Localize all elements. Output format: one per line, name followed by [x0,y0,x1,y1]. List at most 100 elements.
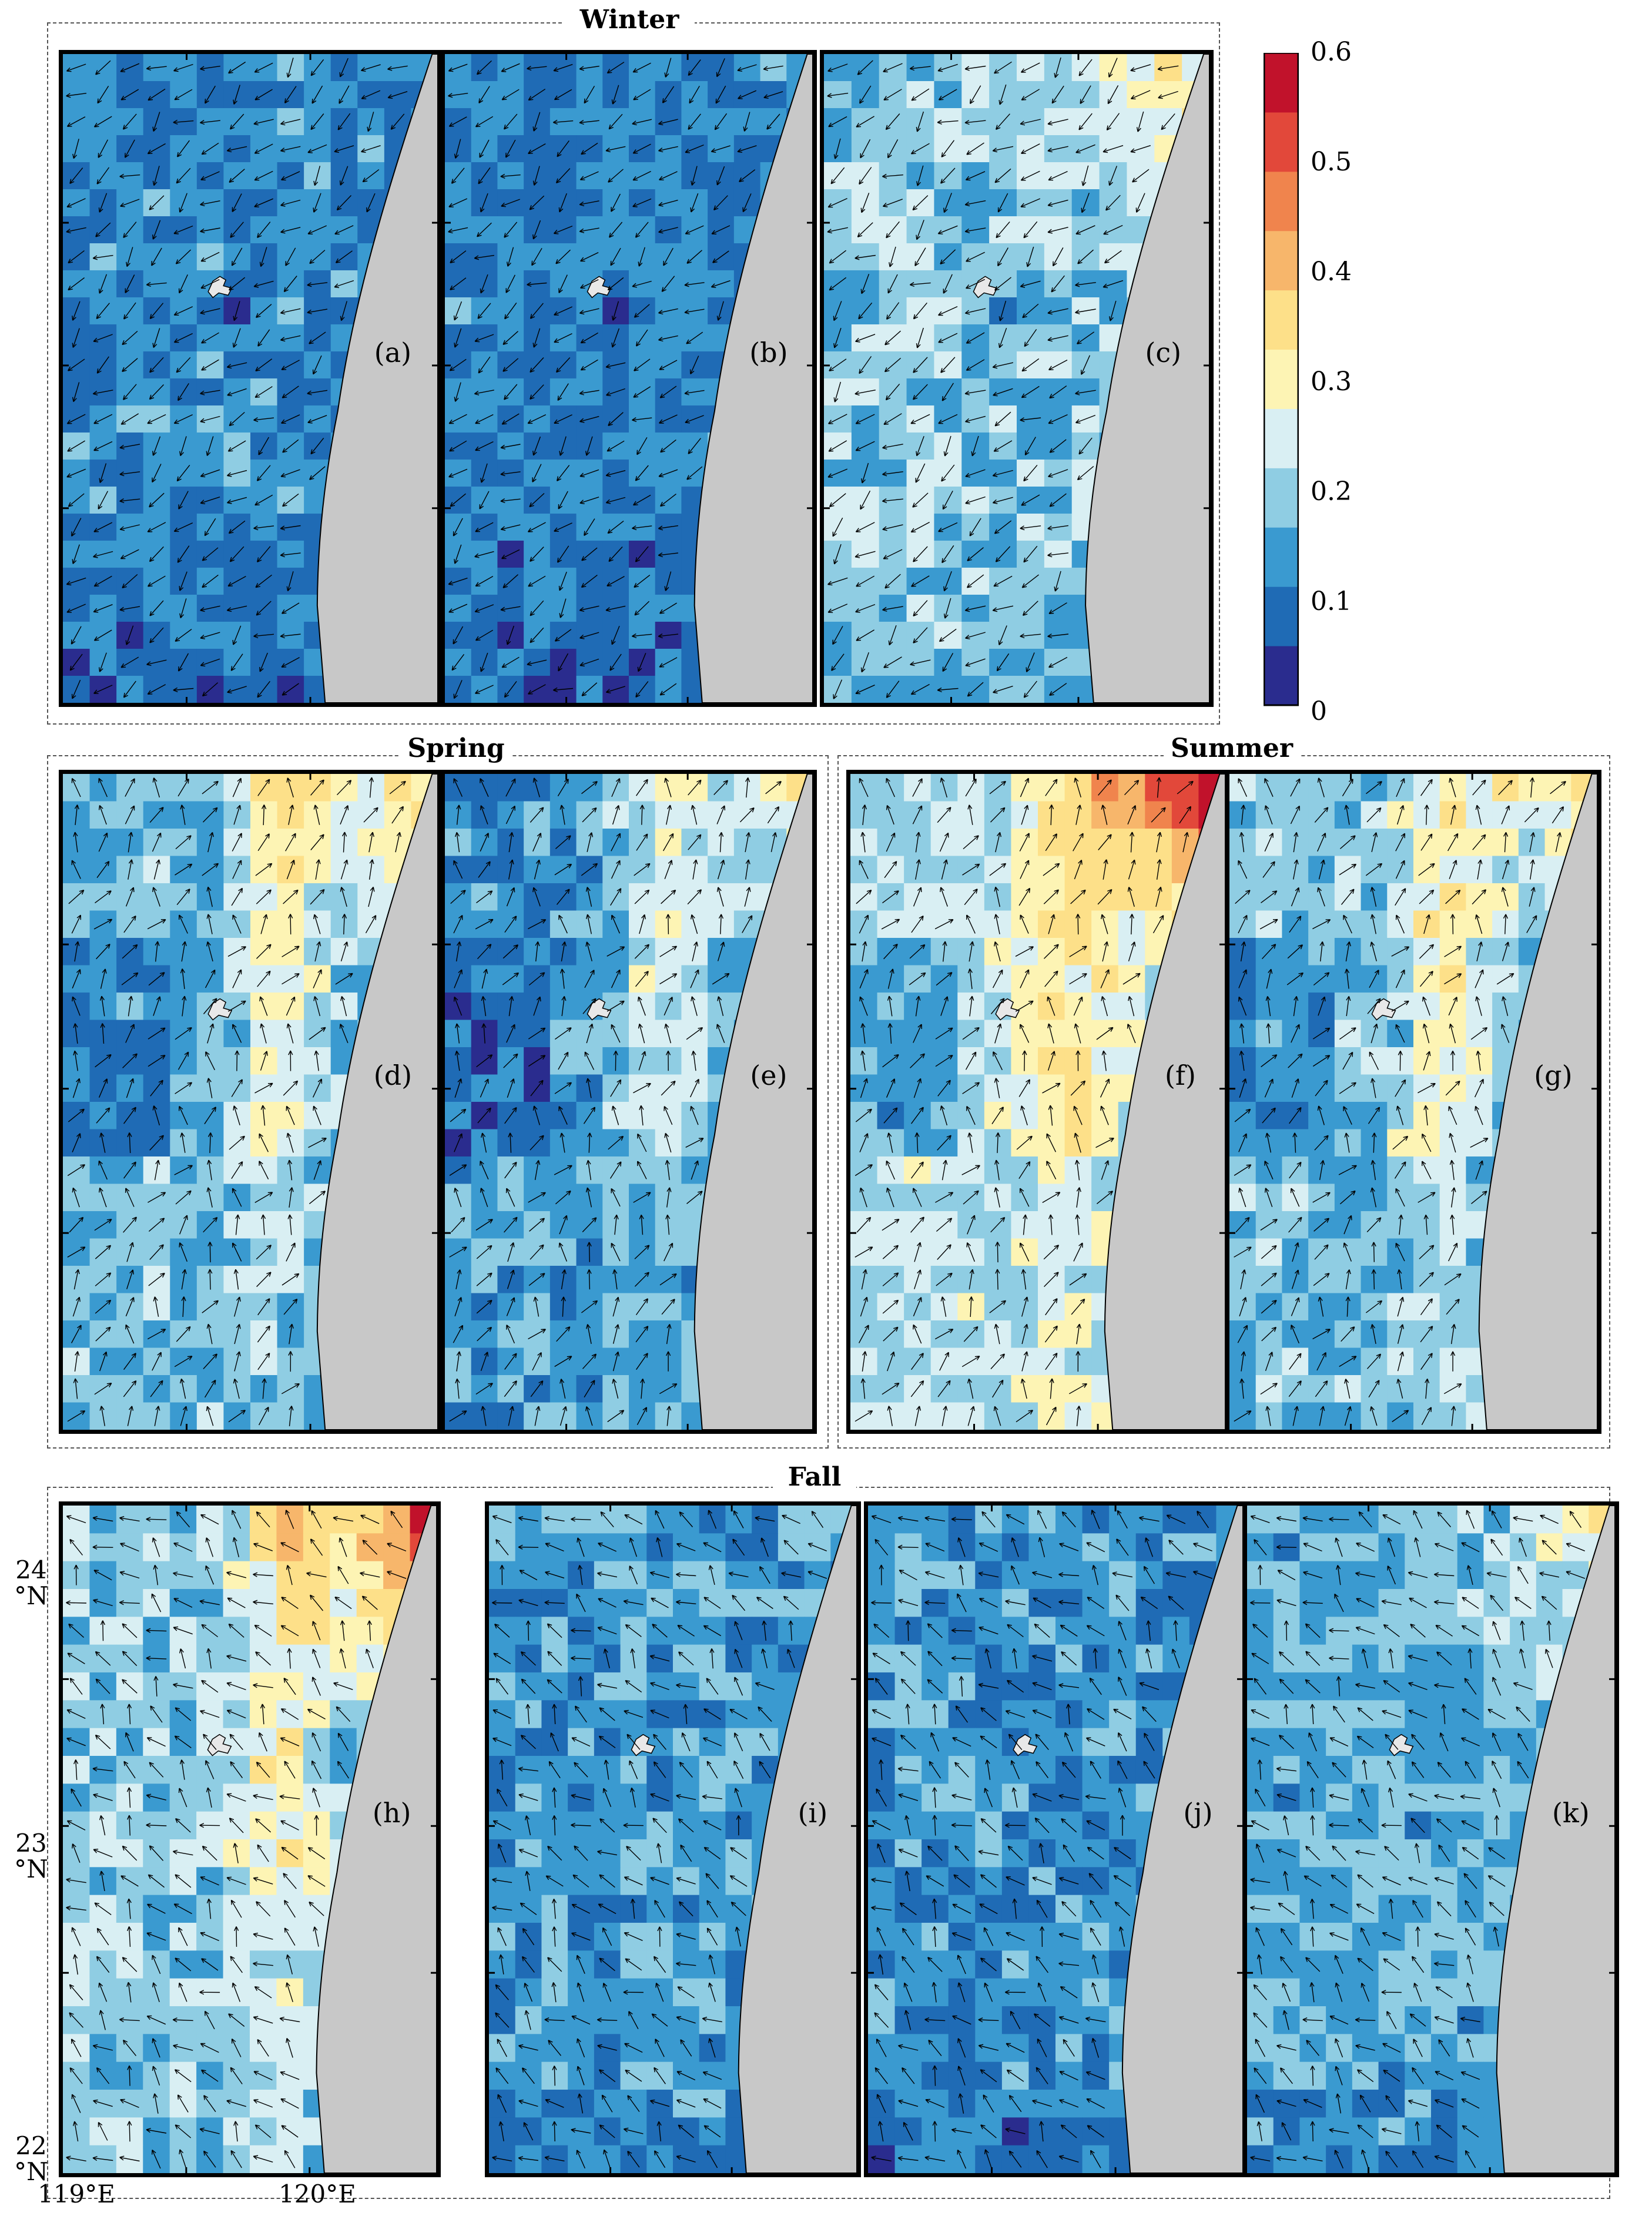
current-vector-arrow [126,1078,135,1098]
current-vector-arrow [1289,916,1302,933]
current-vector-arrow [860,1078,868,1098]
current-vector-arrow [605,146,626,153]
current-vector-arrow [662,833,674,851]
current-vector-arrow [633,89,651,100]
current-vector-arrow [1501,1024,1510,1043]
current-vector-arrow [1048,170,1068,181]
current-vector-arrow [638,996,646,1016]
current-vector-arrow [71,2039,82,2057]
current-vector-arrow [1420,1353,1433,1370]
current-vector-arrow [1292,1242,1299,1262]
current-vector-arrow [909,66,931,71]
current-vector-arrow [149,600,164,616]
current-vector-arrow [122,944,138,959]
current-vector-arrow [147,522,166,532]
current-vector-arrow [476,1272,492,1286]
current-vector-arrow [914,1242,921,1262]
current-vector-arrow [66,1709,86,1719]
current-vector-arrow [856,629,874,641]
current-vector-arrow [1365,1300,1383,1313]
current-vector-arrow [915,995,921,1017]
current-vector-arrow [334,280,354,289]
current-vector-arrow [68,1623,85,1638]
current-vector-arrow [1042,1082,1061,1094]
current-vector-arrow [554,1082,572,1094]
current-vector-arrow [913,1297,922,1317]
current-vector-arrow [231,2038,242,2057]
current-vector-arrow [119,471,140,477]
current-vector-arrow [474,334,494,343]
current-vector-arrow [860,139,871,159]
current-vector-arrow [966,914,976,934]
current-vector-arrow [587,832,594,852]
current-vector-arrow [146,281,167,287]
current-vector-arrow [634,358,651,371]
current-vector-arrow [579,171,599,180]
current-vector-arrow [717,941,725,961]
current-vector-arrow [229,1135,245,1150]
current-vector-arrow [632,119,652,126]
current-vector-arrow [476,1054,493,1068]
current-vector-arrow [886,1187,894,1208]
current-vector-arrow [337,1761,349,1779]
current-vector-arrow [501,199,520,207]
current-vector-arrow [993,440,1013,452]
current-vector-arrow [66,414,86,424]
current-vector-arrow [530,303,544,319]
current-vector-arrow [659,385,677,398]
current-vector-arrow [580,252,599,262]
current-vector-arrow [1291,1024,1300,1043]
current-vector-arrow [279,1794,300,1799]
current-vector-arrow [478,167,491,185]
current-vector-arrow [339,58,349,78]
current-vector-arrow [579,200,599,206]
current-vector-arrow [1023,464,1038,482]
current-vector-arrow [177,778,189,797]
current-vector-arrow [505,139,516,158]
current-vector-arrow [658,146,678,153]
current-vector-arrow [666,1187,672,1208]
current-vector-arrow [173,1571,193,1578]
current-vector-arrow [1022,1050,1027,1071]
current-vector-arrow [120,413,139,425]
current-vector-arrow [827,468,848,478]
current-vector-arrow [125,274,135,294]
current-vector-arrow [610,247,621,266]
current-vector-arrow [1261,1272,1277,1286]
current-vector-arrow [1420,779,1433,796]
current-vector-arrow [257,329,270,347]
current-vector-arrow [206,914,213,934]
current-vector-arrow [1265,1406,1271,1426]
current-vector-arrow [966,359,985,371]
current-vector-arrow [179,1215,188,1235]
current-vector-arrow [559,1406,567,1426]
current-vector-arrow [475,1383,493,1395]
current-vector-arrow [1075,1050,1081,1071]
current-vector-arrow [175,1027,192,1040]
current-vector-arrow [339,166,349,186]
current-vector-arrow [500,444,521,450]
current-vector-arrow [605,497,626,504]
current-vector-arrow [391,806,404,824]
current-vector-arrow [334,225,354,235]
current-vector-arrow [360,1514,380,1524]
current-vector-arrow [280,1820,299,1831]
current-vector-arrow [967,1132,973,1153]
current-vector-arrow [1342,779,1353,797]
current-vector-arrow [584,1051,595,1070]
current-vector-arrow [257,1298,270,1316]
current-vector-arrow [126,1704,132,1725]
current-vector-arrow [286,1023,294,1044]
current-vector-arrow [119,444,140,450]
current-vector-arrow [151,247,162,266]
current-vector-arrow [119,2017,140,2023]
season-title-spring: Spring [400,733,512,763]
current-vector-arrow [175,1190,192,1205]
current-vector-arrow [860,490,871,510]
current-vector-arrow [311,1510,322,1529]
current-vector-arrow [580,359,598,371]
current-vector-arrow [173,63,193,72]
current-vector-arrow [450,890,466,904]
current-vector-arrow [1392,1135,1409,1150]
current-vector-arrow [228,1410,246,1423]
